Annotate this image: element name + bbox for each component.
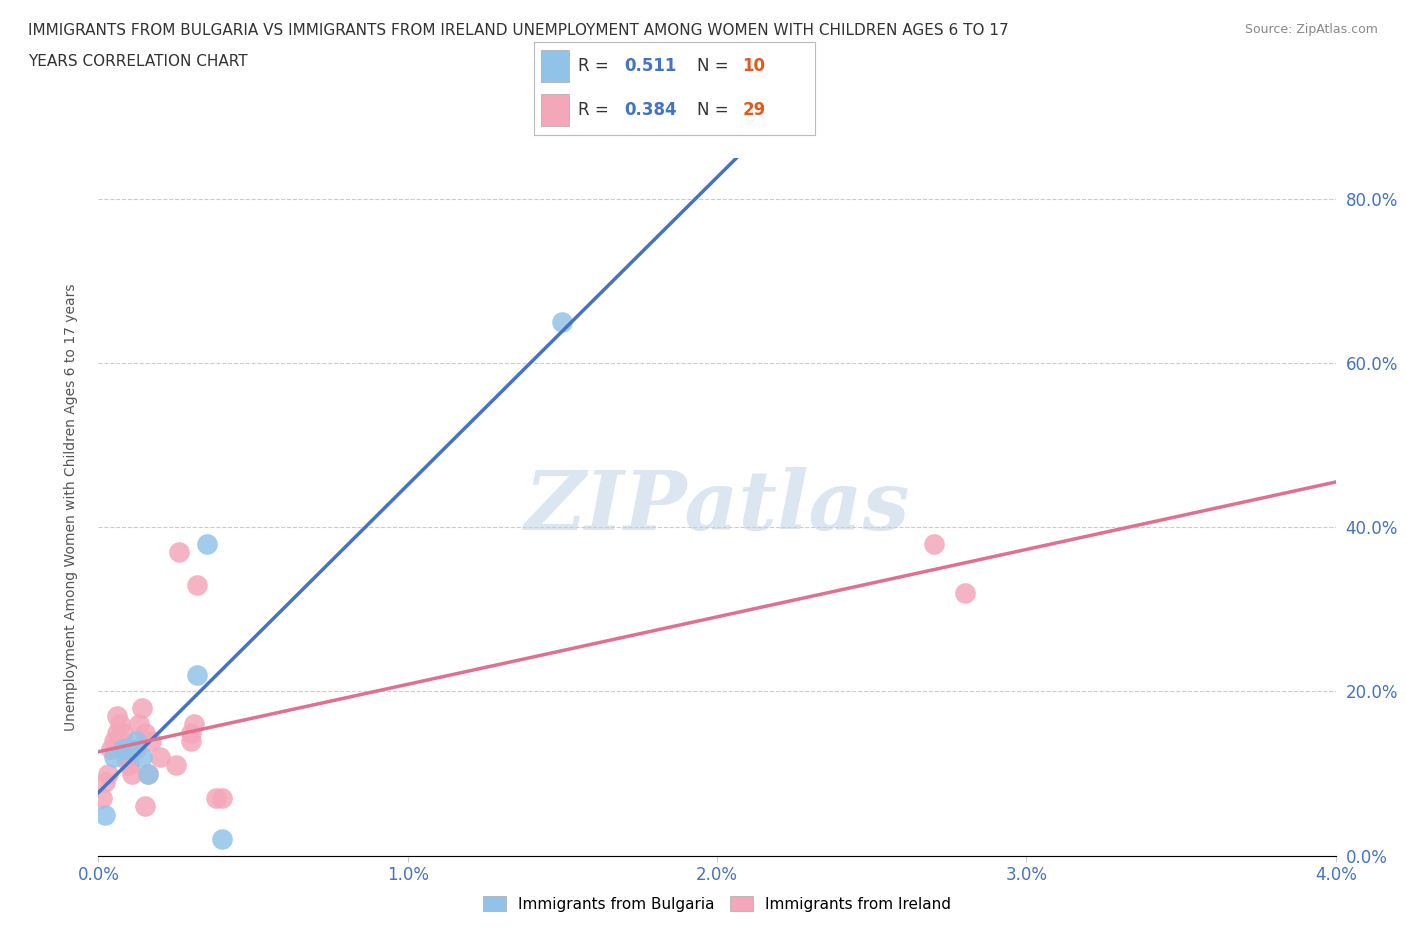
Point <box>211 790 233 805</box>
Point <box>139 733 162 748</box>
Point <box>100 741 122 756</box>
Point <box>97 766 120 781</box>
Point <box>165 758 187 773</box>
Point <box>136 766 159 781</box>
FancyBboxPatch shape <box>541 94 569 126</box>
Text: ZIPatlas: ZIPatlas <box>524 467 910 547</box>
Text: 0.511: 0.511 <box>624 57 676 75</box>
Text: Source: ZipAtlas.com: Source: ZipAtlas.com <box>1244 23 1378 36</box>
Point <box>124 733 146 748</box>
Point <box>103 733 125 748</box>
Point <box>195 537 218 551</box>
Text: R =: R = <box>578 57 609 75</box>
Point <box>115 750 138 764</box>
Legend: Immigrants from Bulgaria, Immigrants from Ireland: Immigrants from Bulgaria, Immigrants fro… <box>477 889 957 918</box>
Point <box>186 578 208 592</box>
Point <box>118 741 141 756</box>
Point <box>93 807 115 822</box>
Point <box>167 545 190 560</box>
Point <box>131 700 153 715</box>
Text: 29: 29 <box>742 100 766 119</box>
Point <box>183 717 205 732</box>
Point <box>93 775 115 790</box>
FancyBboxPatch shape <box>541 50 569 82</box>
Point <box>118 758 141 773</box>
Point <box>90 790 112 805</box>
Point <box>124 741 146 756</box>
Text: YEARS CORRELATION CHART: YEARS CORRELATION CHART <box>28 54 247 69</box>
Point <box>105 725 128 740</box>
Text: 0.384: 0.384 <box>624 100 676 119</box>
Y-axis label: Unemployment Among Women with Children Ages 6 to 17 years: Unemployment Among Women with Children A… <box>63 283 77 731</box>
Text: IMMIGRANTS FROM BULGARIA VS IMMIGRANTS FROM IRELAND UNEMPLOYMENT AMONG WOMEN WIT: IMMIGRANTS FROM BULGARIA VS IMMIGRANTS F… <box>28 23 1008 38</box>
Point <box>186 668 208 683</box>
Point <box>922 537 945 551</box>
Point <box>128 717 150 732</box>
Text: N =: N = <box>697 57 728 75</box>
Point <box>105 709 128 724</box>
Point <box>953 586 976 601</box>
Point <box>121 766 143 781</box>
Point <box>131 750 153 764</box>
Point <box>211 831 233 846</box>
Point <box>134 799 156 814</box>
Point <box>108 717 131 732</box>
Text: N =: N = <box>697 100 728 119</box>
Point <box>149 750 172 764</box>
Point <box>112 741 135 756</box>
Point <box>180 725 202 740</box>
Point <box>134 725 156 740</box>
Text: R =: R = <box>578 100 609 119</box>
Point <box>551 314 574 329</box>
Point <box>136 766 159 781</box>
Point <box>112 725 135 740</box>
Point <box>205 790 228 805</box>
Text: 10: 10 <box>742 57 765 75</box>
Point <box>103 750 125 764</box>
Point <box>118 750 141 764</box>
Point <box>180 733 202 748</box>
